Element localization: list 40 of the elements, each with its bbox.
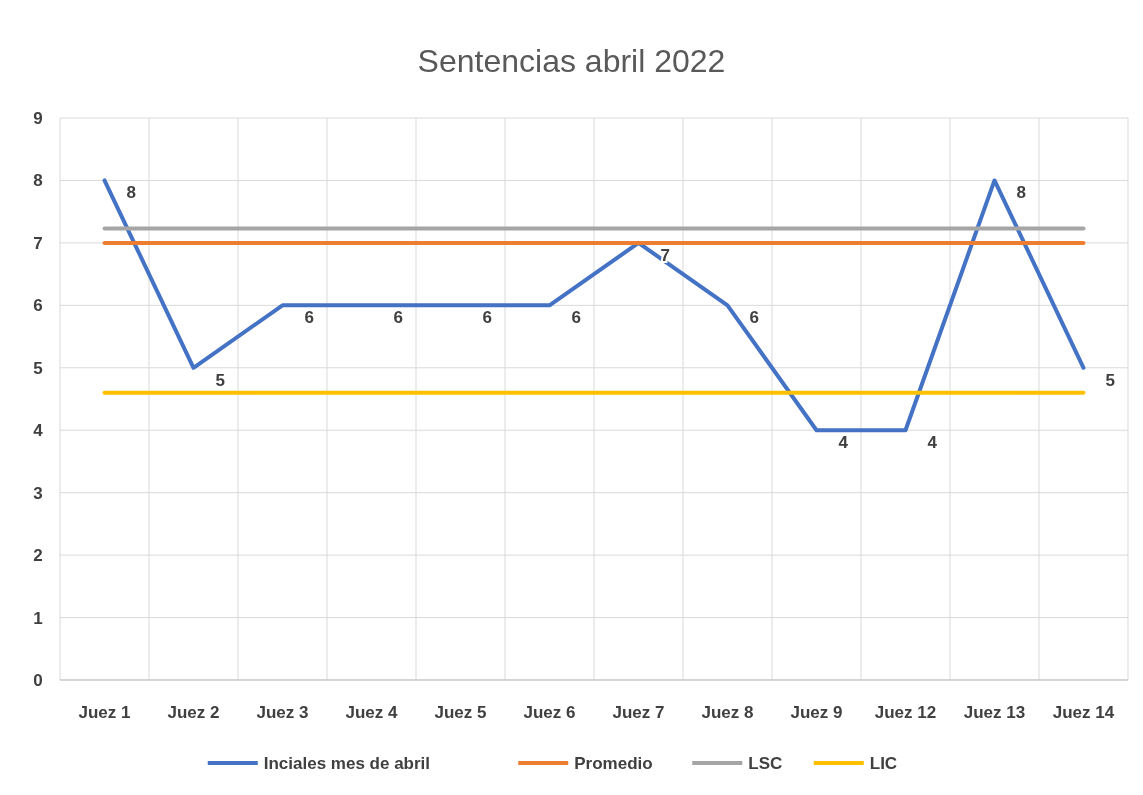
data-label: 4 bbox=[838, 433, 849, 453]
x-tick-label: Juez 5 bbox=[434, 703, 487, 722]
data-label: 8 bbox=[126, 183, 136, 203]
y-tick-label: 1 bbox=[33, 608, 43, 628]
x-tick-label: Juez 6 bbox=[523, 703, 576, 722]
y-tick-label: 4 bbox=[33, 421, 44, 441]
legend-label: LIC bbox=[869, 754, 898, 773]
data-label: 6 bbox=[749, 308, 759, 328]
x-tick-label: Juez 2 bbox=[167, 703, 220, 722]
data-label: 6 bbox=[482, 308, 492, 328]
legend-label: Inciales mes de abril bbox=[263, 754, 431, 773]
x-tick-label: Juez 7 bbox=[612, 703, 665, 722]
x-tick-label: Juez 8 bbox=[701, 703, 754, 722]
x-tick-label: Juez 4 bbox=[345, 703, 399, 722]
y-tick-label: 9 bbox=[33, 109, 43, 128]
x-tick-label: Juez 3 bbox=[256, 703, 309, 722]
x-tick-label: Juez 13 bbox=[963, 703, 1026, 722]
legend-label: Promedio bbox=[574, 754, 653, 773]
y-tick-label: 5 bbox=[33, 358, 43, 378]
data-label: 7 bbox=[660, 245, 670, 265]
x-tick-label: Juez 1 bbox=[78, 703, 131, 722]
y-tick-label: 0 bbox=[33, 671, 43, 690]
y-tick-label: 6 bbox=[33, 296, 43, 316]
y-tick-label: 3 bbox=[33, 483, 43, 503]
y-tick-label: 2 bbox=[33, 546, 43, 566]
y-tick-label: 7 bbox=[33, 233, 43, 253]
y-tick-label: 8 bbox=[33, 171, 43, 191]
data-label: 5 bbox=[1105, 370, 1115, 390]
line-series bbox=[102, 178, 1086, 433]
legend-label: LSC bbox=[748, 754, 783, 773]
chart-title: Sentencias abril 2022 bbox=[417, 43, 726, 79]
data-label: 6 bbox=[393, 308, 403, 328]
x-tick-label: Juez 9 bbox=[790, 703, 843, 722]
x-tick-label: Juez 12 bbox=[874, 703, 937, 722]
x-tick-label: Juez 14 bbox=[1052, 703, 1115, 722]
data-label: 4 bbox=[927, 433, 938, 453]
data-label: 8 bbox=[1016, 183, 1026, 203]
data-label: 6 bbox=[571, 308, 581, 328]
data-label: 6 bbox=[304, 308, 314, 328]
data-label: 5 bbox=[215, 370, 225, 390]
